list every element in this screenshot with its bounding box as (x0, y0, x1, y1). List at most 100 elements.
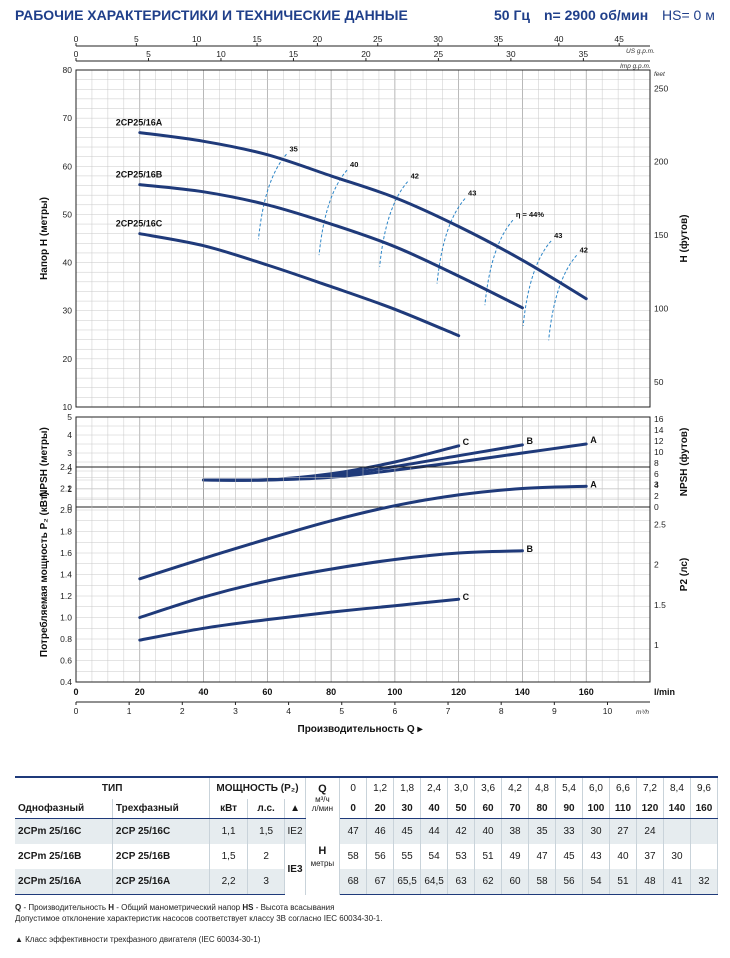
col-single-phase: Однофазный (15, 799, 113, 819)
footnote-q: Q (15, 903, 22, 912)
power-y-tick: 1.8 (60, 527, 72, 537)
page-header: РАБОЧИЕ ХАРАКТЕРИСТИКИ И ТЕХНИЧЕСКИЕ ДАН… (0, 0, 730, 30)
usgpm-tick-label: 35 (494, 34, 504, 44)
npsh-y2-axis-label: NPSH (футов) (678, 428, 690, 497)
power-y-tick: 1.2 (60, 591, 72, 601)
head-y-tick: 30 (63, 306, 73, 316)
npsh-feet-tick: 12 (654, 436, 664, 446)
m3h-tick-label: 10 (603, 706, 613, 716)
head-value: 33 (555, 818, 584, 844)
head-y-axis-label: Напор H (метры) (39, 197, 50, 280)
head-value: 58 (339, 844, 368, 869)
impgpm-tick-label: 20 (361, 49, 371, 59)
head-value: 49 (501, 844, 530, 869)
power-hp-tick: 3 (654, 480, 659, 490)
usgpm-tick-label: 0 (74, 34, 79, 44)
q-unit-m3h: м³/ч (315, 795, 330, 805)
impgpm-tick-label: 30 (506, 49, 516, 59)
power-curve-label: B (526, 544, 533, 554)
efficiency-label: 40 (350, 160, 358, 169)
head-value: 58 (528, 869, 557, 895)
impgpm-tick-label: 0 (74, 49, 79, 59)
usgpm-tick-label: 45 (614, 34, 624, 44)
model-single: 2CPm 25/16C (15, 818, 113, 844)
power-header: МОЩНОСТЬ (P₂) (209, 776, 306, 799)
efficiency-label: 35 (289, 144, 297, 153)
q-m3h-cell: 7,2 (636, 776, 664, 799)
q-lmin-cell: 30 (393, 799, 422, 819)
m3h-tick-label: 9 (552, 706, 557, 716)
power-y-tick: 1.6 (60, 548, 72, 558)
m3h-tick-label: 3 (233, 706, 238, 716)
head-value: 56 (366, 844, 395, 869)
m3h-tick-label: 6 (393, 706, 398, 716)
q-lmin-cell: 160 (690, 799, 719, 819)
head-value: 46 (366, 818, 395, 844)
m3h-tick-label: 0 (74, 706, 79, 716)
head-value: 63 (447, 869, 476, 895)
head-y-tick: 80 (63, 65, 73, 75)
power-y-tick: 0.4 (60, 677, 72, 687)
head-value: 65,5 (393, 869, 422, 895)
head-curve-2cp25/16a (138, 131, 588, 301)
head-value: 40 (474, 818, 503, 844)
q-m3h-cell: 4,8 (528, 776, 557, 799)
efficiency-line (484, 219, 514, 306)
head-y2-axis-label: H (футов) (678, 215, 690, 263)
q-lmin-cell: 90 (555, 799, 584, 819)
q-m3h-cell: 2,4 (420, 776, 449, 799)
usgpm-tick-label: 5 (134, 34, 139, 44)
efficiency-label: 43 (554, 231, 562, 240)
power-y-tick: 0.6 (60, 656, 72, 666)
m3h-tick-label: 2 (180, 706, 185, 716)
head-value: 27 (609, 818, 637, 844)
npsh-y-tick: 0 (67, 502, 72, 512)
head-value: 37 (636, 844, 664, 869)
power-hp-tick: 1 (654, 640, 659, 650)
x-lmin-tick: 140 (515, 687, 530, 697)
npsh-feet-tick: 10 (654, 447, 664, 457)
power-y-tick: 2.4 (60, 462, 72, 472)
power-curve-a (138, 484, 588, 581)
power-hp: 1,5 (247, 818, 286, 844)
head-curve-label: 2CP25/16A (116, 118, 163, 128)
frequency-label: 50 Гц (494, 7, 531, 23)
h-label-cell: H метры (305, 818, 341, 895)
npsh-curve-label: A (590, 435, 597, 445)
head-value: 41 (663, 869, 691, 895)
table-row: 2CPm 25/16C 2CP 25/16C 1,1 1,5 IE2 H мет… (15, 818, 719, 895)
efficiency-line (548, 255, 578, 341)
head-curve-2cp25/16c (138, 232, 461, 338)
q-symbol-cell: Q м³/ч л/мин (305, 776, 341, 819)
npsh-feet-tick: 4 (654, 480, 659, 490)
efficiency-line (257, 153, 287, 240)
head-value: 47 (528, 844, 557, 869)
q-m3h-cell: 6,6 (609, 776, 637, 799)
power-y-axis-label: Потребляемая мощность P₂ (кВт) (38, 492, 50, 657)
q-m3h-cell: 3,0 (447, 776, 476, 799)
usgpm-unit-label: US g.p.m. (626, 48, 655, 55)
feet-y-tick: 50 (654, 377, 664, 387)
head-value (690, 818, 719, 844)
q-lmin-cell: 80 (528, 799, 557, 819)
q-m3h-cell: 0 (339, 776, 368, 799)
col-hp: л.с. (247, 799, 286, 819)
q-lmin-cell: 50 (447, 799, 476, 819)
usgpm-tick-label: 10 (192, 34, 202, 44)
plot-frame (75, 466, 651, 683)
npsh-curve-label: C (463, 437, 470, 447)
power-curve-c (138, 597, 461, 642)
power-y-tick: 2.2 (60, 484, 72, 494)
head-curve-label: 2CP25/16B (116, 170, 163, 180)
npsh-feet-tick: 6 (654, 469, 659, 479)
head-value: 54 (420, 844, 449, 869)
power-hp-tick: 2.5 (654, 520, 666, 530)
npsh-y-axis-label: NPSH (метры) (39, 427, 50, 497)
head-value: 48 (636, 869, 664, 895)
col-efficiency-class: ▲ (284, 799, 306, 819)
power-curve-label: A (590, 479, 597, 489)
q-m3h-cell: 9,6 (690, 776, 719, 799)
footnote-abbreviations: Q - Производительность H - Общий маномет… (15, 903, 334, 912)
m3h-tick-label: 7 (446, 706, 451, 716)
